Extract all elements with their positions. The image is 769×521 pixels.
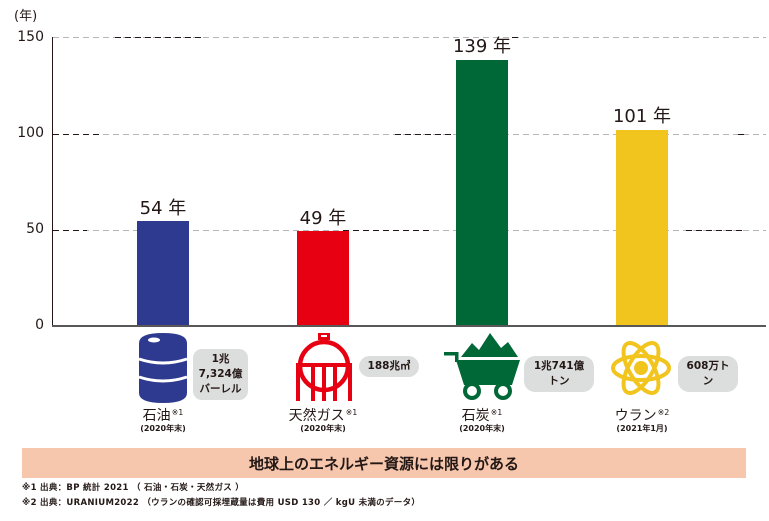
resource-name-uranium: ウラン※2: [582, 405, 702, 424]
x-axis-line: [52, 325, 766, 327]
bar-value-natural-gas: 49 年: [299, 208, 347, 229]
gridline-50-dark: [686, 230, 746, 231]
resource-name-natural-gas: 天然ガス※1: [263, 405, 383, 424]
y-tick-0: 0: [35, 317, 44, 333]
bar-value-uranium: 101 年: [612, 106, 672, 127]
resource-date-uranium: (2021年1月): [616, 424, 668, 433]
resource-name-oil: 石油※1: [103, 405, 223, 424]
bar-natural-gas: [297, 231, 349, 325]
chart-title-banner: 地球上のエネルギー資源には限りがある: [22, 448, 746, 478]
chart-title: 地球上のエネルギー資源には限りがある: [248, 454, 519, 473]
gridline-150-dark: [115, 37, 205, 38]
note-marker: ※1: [490, 408, 503, 417]
bar-oil: [137, 221, 189, 325]
y-axis-unit: (年): [14, 9, 38, 24]
resource-label: 石油: [142, 408, 171, 424]
y-axis-line: [52, 37, 53, 326]
reserve-natural-gas: 188兆㎥: [359, 356, 419, 377]
footnote-1: ※1 出典：BP 統計 2021 （ 石油・石炭・天然ガス ）: [22, 483, 245, 493]
resource-date-coal: (2020年末): [459, 424, 505, 433]
reserve-uranium-line1: 608万トン: [686, 360, 730, 387]
resource-label: 天然ガス: [288, 408, 345, 424]
y-tick-50: 50: [26, 221, 44, 237]
bar-uranium: [616, 130, 668, 325]
y-tick-150: 150: [17, 29, 44, 45]
gas-tank-icon: [296, 333, 352, 401]
reserve-uranium: 608万トン: [678, 356, 738, 392]
gridline-100-dark: [395, 134, 455, 135]
note-marker: ※1: [171, 408, 184, 417]
y-tick-100: 100: [17, 125, 44, 141]
bar-value-coal: 139 年: [452, 36, 512, 57]
resource-date-oil: (2020年末): [140, 424, 186, 433]
coal-cart-icon: [444, 333, 520, 400]
reserve-coal: 1兆741億トン: [524, 356, 594, 392]
gridline-100-dark: [53, 134, 101, 135]
reserve-oil-line2: バーレル: [199, 383, 242, 395]
reserve-coal-line1: 1兆741億トン: [533, 360, 585, 387]
oil-barrel-icon: [138, 333, 188, 403]
resource-name-coal: 石炭※1: [422, 405, 542, 424]
gridline-150-dark: [512, 37, 522, 38]
reserve-oil-line1: 1兆7,324億: [198, 353, 243, 380]
resource-label: ウラン: [614, 408, 657, 424]
reserve-natural-gas-line1: 188兆㎥: [367, 360, 411, 372]
reserve-oil: 1兆7,324億 バーレル: [193, 349, 248, 400]
gridline-100-dark: [738, 134, 748, 135]
gridline-150: [53, 37, 766, 38]
note-marker: ※2: [657, 408, 670, 417]
gridline-50-dark: [343, 230, 433, 231]
resource-label: 石炭: [461, 408, 490, 424]
gridline-50-dark: [53, 230, 87, 231]
resource-date-natural-gas: (2020年末): [300, 424, 346, 433]
footnote-2: ※2 出典：URANIUM2022 （ウランの確認可採埋蔵量は費用 USD 13…: [22, 498, 421, 508]
note-marker: ※1: [345, 408, 358, 417]
atom-icon: [611, 341, 671, 395]
bar-coal: [456, 60, 508, 325]
bar-value-oil: 54 年: [139, 198, 187, 219]
